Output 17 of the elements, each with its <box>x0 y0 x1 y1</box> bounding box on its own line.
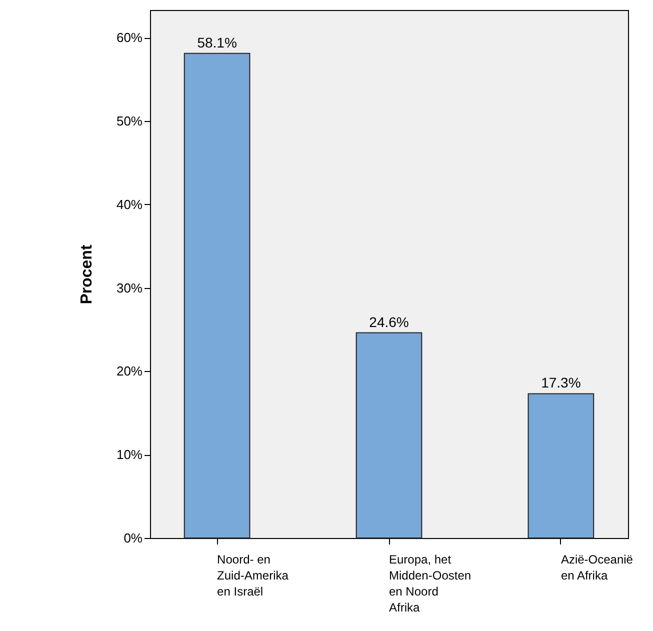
y-tick-label: 30% <box>116 280 143 296</box>
bar <box>528 393 594 538</box>
y-tick-label: 40% <box>116 196 143 212</box>
y-axis-title: Procent <box>78 244 96 304</box>
bar <box>184 52 250 538</box>
y-tick-label: 20% <box>116 364 143 379</box>
y-tick-label: 50% <box>116 113 143 128</box>
data-label: 17.3% <box>541 374 581 391</box>
x-tick-label: Azië-Oceanië en Afrika <box>560 552 634 582</box>
data-label: 24.6% <box>369 314 409 330</box>
bar <box>356 332 422 538</box>
x-tick-label: Noord- en Zuid-Amerika en Israël <box>217 552 289 598</box>
data-label: 58.1% <box>197 34 237 50</box>
x-tick-label: Europa, het Midden-Oosten en Noord Afrika <box>389 552 472 614</box>
y-tick-label: 60% <box>116 30 143 46</box>
y-tick-label: 10% <box>116 447 143 462</box>
y-tick-label: 0% <box>124 530 143 546</box>
